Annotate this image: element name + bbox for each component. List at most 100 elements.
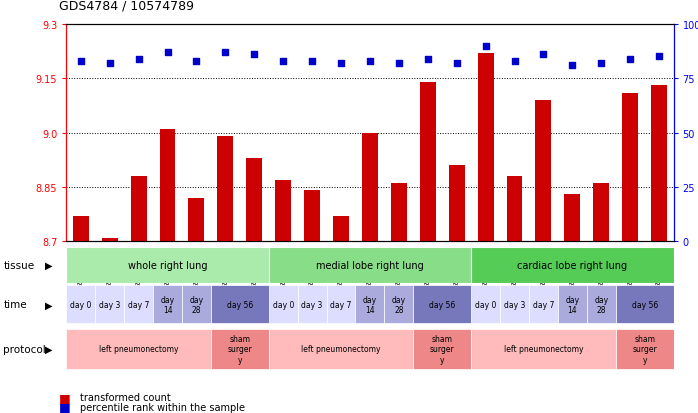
Bar xyxy=(211,329,269,369)
Bar xyxy=(477,54,493,242)
Bar xyxy=(449,166,465,242)
Text: left pneumonectomy: left pneumonectomy xyxy=(504,344,584,354)
Text: day 56: day 56 xyxy=(227,300,253,309)
Bar xyxy=(102,238,118,242)
Bar xyxy=(558,286,587,323)
Text: day 0: day 0 xyxy=(475,300,496,309)
Text: ■: ■ xyxy=(59,391,71,404)
Point xyxy=(625,56,636,63)
Bar xyxy=(304,191,320,242)
Bar xyxy=(471,248,674,283)
Text: whole right lung: whole right lung xyxy=(128,260,207,271)
Text: day 3: day 3 xyxy=(302,300,322,309)
Bar xyxy=(355,286,385,323)
Bar xyxy=(587,286,616,323)
Text: tissue: tissue xyxy=(3,260,35,271)
Text: day 3: day 3 xyxy=(99,300,120,309)
Text: day 3: day 3 xyxy=(504,300,525,309)
Text: day 7: day 7 xyxy=(533,300,554,309)
Bar xyxy=(535,101,551,242)
Bar xyxy=(385,286,413,323)
Bar xyxy=(269,286,297,323)
Point xyxy=(336,61,347,67)
Text: ▶: ▶ xyxy=(45,344,53,354)
Point xyxy=(220,50,231,56)
Text: sham
surger
y: sham surger y xyxy=(228,334,252,364)
Bar xyxy=(297,286,327,323)
Point xyxy=(191,58,202,65)
Bar xyxy=(419,83,436,242)
Point xyxy=(595,61,607,67)
Bar xyxy=(362,133,378,242)
Text: day
14: day 14 xyxy=(363,295,377,314)
Text: time: time xyxy=(3,299,27,310)
Text: day 7: day 7 xyxy=(330,300,352,309)
Text: day
28: day 28 xyxy=(594,295,609,314)
Bar xyxy=(275,180,291,242)
Text: day 7: day 7 xyxy=(128,300,149,309)
Bar xyxy=(565,195,580,242)
Bar xyxy=(66,286,95,323)
Bar xyxy=(269,248,471,283)
Bar xyxy=(593,184,609,242)
Text: ▶: ▶ xyxy=(45,299,53,310)
Point xyxy=(538,52,549,59)
Bar xyxy=(471,286,500,323)
Text: ▶: ▶ xyxy=(45,260,53,271)
Text: day
28: day 28 xyxy=(189,295,204,314)
Point xyxy=(509,58,520,65)
Text: medial lobe right lung: medial lobe right lung xyxy=(316,260,424,271)
Bar xyxy=(413,329,471,369)
Bar xyxy=(211,286,269,323)
Point xyxy=(306,58,318,65)
Point xyxy=(278,58,289,65)
Text: transformed count: transformed count xyxy=(80,392,171,402)
Text: sham
surger
y: sham surger y xyxy=(632,334,657,364)
Text: day 0: day 0 xyxy=(272,300,294,309)
Bar xyxy=(124,286,153,323)
Point xyxy=(133,56,144,63)
Point xyxy=(393,61,404,67)
Text: left pneumonectomy: left pneumonectomy xyxy=(99,344,179,354)
Point xyxy=(162,50,173,56)
Bar xyxy=(616,329,674,369)
Bar xyxy=(391,184,407,242)
Text: percentile rank within the sample: percentile rank within the sample xyxy=(80,402,245,412)
Text: day
14: day 14 xyxy=(565,295,579,314)
Point xyxy=(75,58,87,65)
Bar xyxy=(153,286,182,323)
Bar xyxy=(507,176,523,242)
Bar xyxy=(95,286,124,323)
Bar xyxy=(66,329,211,369)
Bar xyxy=(160,130,175,242)
Bar xyxy=(217,137,233,242)
Text: day
28: day 28 xyxy=(392,295,406,314)
Text: day 56: day 56 xyxy=(429,300,455,309)
Text: protocol: protocol xyxy=(3,344,46,354)
Bar xyxy=(622,93,638,242)
Bar xyxy=(73,216,89,242)
Bar xyxy=(529,286,558,323)
Point xyxy=(364,58,376,65)
Point xyxy=(480,43,491,50)
Text: sham
surger
y: sham surger y xyxy=(430,334,454,364)
Text: GDS4784 / 10574789: GDS4784 / 10574789 xyxy=(59,0,194,13)
Bar xyxy=(413,286,471,323)
Bar xyxy=(246,159,262,242)
Text: left pneumonectomy: left pneumonectomy xyxy=(302,344,381,354)
Bar xyxy=(333,216,349,242)
Text: day 56: day 56 xyxy=(632,300,658,309)
Point xyxy=(248,52,260,59)
Text: day 0: day 0 xyxy=(70,300,91,309)
Point xyxy=(104,61,115,67)
Bar xyxy=(131,176,147,242)
Bar xyxy=(182,286,211,323)
Bar xyxy=(616,286,674,323)
Point xyxy=(422,56,433,63)
Bar xyxy=(471,329,616,369)
Point xyxy=(451,61,462,67)
Bar xyxy=(188,198,205,242)
Bar xyxy=(327,286,355,323)
Bar xyxy=(66,248,269,283)
Bar xyxy=(500,286,529,323)
